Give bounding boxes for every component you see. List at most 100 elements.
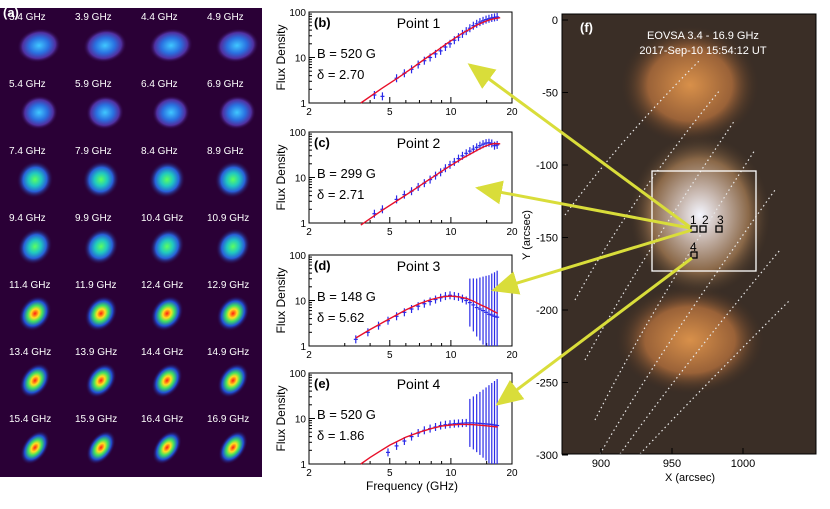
spectral-image-cell: 8.9 GHz [198, 142, 262, 209]
observed-point [484, 275, 489, 346]
spectral-image-cell: 8.4 GHz [132, 142, 198, 209]
observed-point [422, 299, 427, 308]
frequency-label: 6.9 GHz [207, 79, 244, 90]
observed-point [433, 295, 438, 304]
radio-source-blob [148, 160, 186, 199]
point-3-marker [715, 225, 723, 233]
y-axis-label: Flux Density [274, 144, 288, 210]
map-title-line1: EOVSA 3.4 - 16.9 GHz [647, 30, 759, 42]
panel-title: Point 1 [397, 15, 441, 31]
y-tick-label: 10 [295, 174, 307, 185]
radio-source-blob [218, 430, 248, 465]
map-y-tick-label: 0 [552, 15, 558, 27]
x-tick-label: 20 [506, 468, 518, 479]
frequency-label: 7.9 GHz [75, 146, 112, 157]
spectral-image-cell: 10.9 GHz [198, 209, 262, 276]
frequency-label: 11.4 GHz [9, 280, 51, 291]
radio-source-blob [216, 295, 250, 332]
spectral-image-cell: 16.4 GHz [132, 410, 198, 477]
observed-point [460, 419, 465, 428]
radio-source-blob [17, 28, 61, 63]
x-tick-label: 5 [387, 107, 393, 118]
x-tick-label: 5 [387, 468, 393, 479]
radio-source-blob [149, 28, 193, 63]
spectral-image-cell: 3.4 GHz [0, 8, 66, 75]
observed-point [443, 420, 448, 429]
observed-point [481, 276, 486, 345]
spectral-image-cell: 15.4 GHz [0, 410, 66, 477]
x-tick-label: 10 [445, 468, 457, 479]
frequency-label: 9.9 GHz [75, 213, 112, 224]
radio-source-blob [150, 295, 184, 332]
point-1-label: 1 [690, 213, 697, 227]
radio-source-blob [86, 430, 116, 465]
spectral-image-cell: 12.9 GHz [198, 276, 262, 343]
y-tick-label: 100 [289, 128, 306, 139]
y-tick-label: 100 [289, 8, 306, 19]
y-tick-label: 1 [300, 460, 306, 471]
spectral-image-cell: 3.9 GHz [66, 8, 132, 75]
model-spectrum-line [360, 423, 498, 465]
observed-point [353, 335, 358, 344]
observed-point [409, 432, 414, 441]
map-x-axis-label: X (arcsec) [665, 472, 715, 484]
spectral-index-annotation: δ = 2.71 [317, 187, 364, 202]
frequency-label: 5.9 GHz [75, 79, 112, 90]
frequency-label: 16.9 GHz [207, 414, 249, 425]
spectral-image-cell: 6.9 GHz [198, 75, 262, 142]
observed-point [456, 419, 461, 428]
y-tick-label: 100 [289, 369, 306, 380]
frequency-label: 10.4 GHz [141, 213, 183, 224]
spectral-image-cell: 6.4 GHz [132, 75, 198, 142]
model-spectrum-line [355, 295, 499, 339]
point-3-label: 3 [717, 213, 724, 227]
x-tick-label: 2 [306, 468, 312, 479]
frequency-label: 8.9 GHz [207, 146, 244, 157]
y-axis-label: Flux Density [274, 267, 288, 333]
x-tick-label: 10 [445, 107, 457, 118]
frequency-label: 9.4 GHz [9, 213, 46, 224]
point-markers: 1 2 3 4 [690, 213, 724, 259]
frequency-label: 7.4 GHz [9, 146, 46, 157]
observed-point [477, 277, 482, 341]
spectral-image-cell: 16.9 GHz [198, 410, 262, 477]
map-y-tick-label: -200 [536, 305, 558, 317]
spectral-image-cell: 14.4 GHz [132, 343, 198, 410]
observed-point [402, 308, 407, 317]
spectral-image-cell: 12.4 GHz [132, 276, 198, 343]
radio-source-blob [152, 95, 190, 130]
map-y-axis-label: Y (arcsec) [521, 210, 533, 260]
x-tick-label: 10 [445, 350, 457, 361]
frequency-label: 14.4 GHz [141, 347, 183, 358]
x-tick-label: 2 [306, 227, 312, 238]
frequency-label: 11.9 GHz [75, 280, 117, 291]
observed-point [394, 441, 399, 450]
frequency-label: 15.9 GHz [75, 414, 117, 425]
spectral-image-cell: 10.4 GHz [132, 209, 198, 276]
y-axis-label: Flux Density [274, 24, 288, 90]
map-y-tick-label: -300 [536, 450, 558, 462]
map-x-tick-label: 950 [663, 458, 681, 470]
observed-point [471, 278, 476, 332]
panel-letter: (c) [314, 135, 330, 150]
panel-letter: (e) [314, 376, 330, 391]
observed-point [471, 396, 476, 450]
spectral-image-cell: 5.9 GHz [66, 75, 132, 142]
radio-source-blob [16, 160, 54, 199]
radio-source-blob [217, 363, 249, 398]
x-tick-label: 2 [306, 350, 312, 361]
y-tick-label: 10 [295, 297, 307, 308]
observed-point [409, 305, 414, 314]
observed-point [486, 275, 491, 346]
x-tick-label: 5 [387, 350, 393, 361]
map-y-tick-label: -100 [536, 160, 558, 172]
x-axis-label: Frequency (GHz) [366, 479, 458, 493]
radio-source-blob [82, 160, 120, 199]
observed-point [474, 278, 479, 337]
spectral-index-annotation: δ = 5.62 [317, 310, 364, 325]
y-tick-label: 1 [300, 342, 306, 353]
panel-f-label: (f) [580, 20, 593, 35]
spectral-image-cell: 9.9 GHz [66, 209, 132, 276]
